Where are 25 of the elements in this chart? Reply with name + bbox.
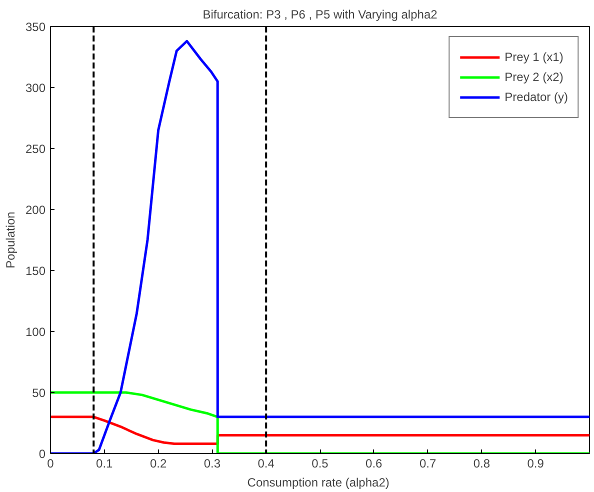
legend-label: Predator (y) [504, 90, 568, 104]
x-tick-label: 0.4 [258, 456, 275, 470]
y-tick-label: 200 [25, 203, 46, 217]
y-tick-label: 50 [32, 386, 46, 400]
x-tick-label: 0.7 [419, 456, 436, 470]
chart-title: Bifurcation: P3 , P6 , P5 with Varying alpha2 [202, 8, 438, 22]
y-tick-label: 150 [25, 264, 46, 278]
x-tick-label: 0 [47, 456, 54, 470]
y-tick-label: 250 [25, 142, 46, 156]
x-tick-label: 0.8 [473, 456, 490, 470]
legend-label: Prey 1 (x1) [504, 50, 564, 64]
y-tick-label: 100 [25, 325, 46, 339]
x-axis-title: Consumption rate (alpha2) [247, 476, 390, 490]
x-tick-label: 0.9 [527, 456, 544, 470]
y-tick-label: 300 [25, 81, 46, 95]
y-tick-label: 350 [25, 20, 46, 34]
legend-label: Prey 2 (x2) [504, 70, 564, 84]
x-tick-label: 0.5 [312, 456, 329, 470]
y-tick-label: 0 [38, 447, 46, 461]
x-tick-label: 0.3 [204, 456, 221, 470]
x-tick-label: 0.2 [150, 456, 167, 470]
x-tick-label: 0.6 [366, 456, 383, 470]
x-tick-label: 0.1 [96, 456, 114, 470]
y-axis-title: Population [3, 212, 18, 268]
line-series [50, 416, 590, 445]
